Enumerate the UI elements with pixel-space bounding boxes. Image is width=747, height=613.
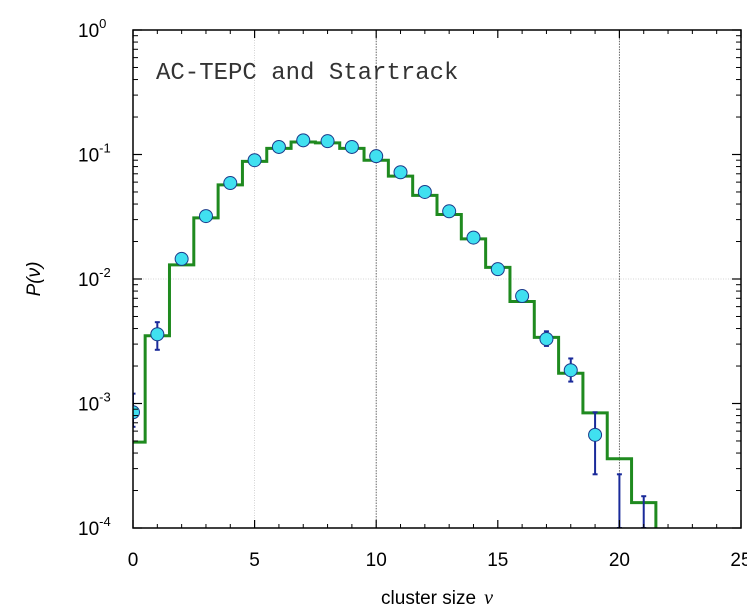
data-point	[515, 289, 530, 304]
y-tick-label: 10-2	[78, 265, 111, 291]
y-tick-base: 10	[78, 21, 99, 42]
y-tick-exponent: -1	[99, 141, 111, 156]
data-point	[320, 134, 335, 149]
x-axis-title-text: cluster size	[381, 588, 476, 609]
data-point	[539, 331, 554, 346]
data-point	[417, 184, 432, 199]
y-tick-base: 10	[78, 395, 99, 416]
data-point	[296, 133, 311, 148]
y-tick-label: 100	[78, 16, 106, 42]
data-point	[271, 139, 286, 154]
plot-background	[133, 30, 741, 528]
y-tick-base: 10	[78, 519, 99, 540]
y-tick-base: 10	[78, 270, 99, 291]
data-point	[344, 139, 359, 154]
x-tick-label: 15	[487, 550, 508, 571]
data-point	[247, 153, 262, 168]
y-axis-title: P(ν)	[24, 262, 45, 297]
plot-area	[133, 133, 658, 528]
axis-ticks	[132, 29, 742, 529]
y-tick-exponent: -3	[99, 390, 111, 405]
data-point	[393, 165, 408, 180]
y-tick-exponent: -2	[99, 265, 111, 280]
data-point	[466, 230, 481, 245]
grid	[133, 30, 741, 528]
x-tick-label: 20	[609, 550, 630, 571]
y-tick-base: 10	[78, 146, 99, 167]
data-point	[563, 363, 578, 378]
data-point	[174, 251, 189, 266]
y-tick-label: 10-3	[78, 390, 111, 416]
x-tick-labels: 0 5 10 15 20 25	[128, 550, 747, 571]
y-tick-label: 10-1	[78, 141, 111, 167]
x-axis-title: cluster size ν	[381, 587, 493, 609]
data-points	[133, 133, 603, 442]
data-point	[442, 204, 457, 219]
annotation-text: AC-TEPC and Startrack	[156, 60, 458, 87]
data-point	[223, 176, 238, 191]
x-tick-label: 0	[128, 550, 139, 571]
data-point	[490, 262, 505, 277]
x-tick-label: 25	[730, 550, 747, 571]
x-tick-label: 10	[366, 550, 387, 571]
data-point	[369, 149, 384, 164]
y-tick-label: 10-4	[78, 514, 111, 540]
data-point	[588, 427, 603, 442]
data-point	[198, 209, 213, 224]
x-axis-symbol: ν	[484, 587, 493, 609]
x-tick-label: 5	[249, 550, 260, 571]
y-tick-exponent: 0	[99, 16, 106, 31]
y-tick-exponent: -4	[99, 514, 111, 529]
data-point	[150, 327, 165, 342]
